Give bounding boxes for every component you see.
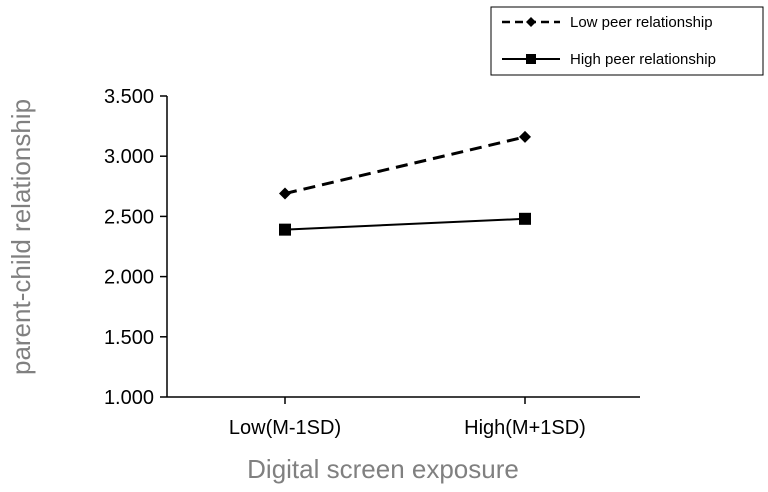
x-axis-title: Digital screen exposure [247, 454, 519, 484]
y-tick-label: 2.000 [104, 267, 154, 289]
legend-entry-high-peer: High peer relationship [502, 51, 716, 68]
data-point-diamond [519, 130, 531, 143]
y-axis-title: parent-child relationship [6, 99, 36, 375]
y-tick-label: 3.500 [104, 86, 154, 108]
y-tick-label: 2.500 [104, 206, 154, 228]
x-ticks: Low(M-1SD) High(M+1SD) [229, 397, 586, 439]
y-tick-label: 3.000 [104, 146, 154, 168]
legend-diamond-marker [526, 17, 536, 27]
series-line-dashed [284, 135, 526, 195]
legend-box [490, 6, 764, 76]
x-tick-label: High(M+1SD) [464, 417, 586, 439]
data-point-square [519, 212, 531, 225]
x-tick-label: Low(M-1SD) [229, 417, 341, 439]
series-layer [279, 130, 531, 236]
legend-entry-low-peer: Low peer relationship [502, 14, 713, 31]
y-tick-label: 1.500 [104, 327, 154, 349]
legend: Low peer relationship High peer relation… [490, 6, 764, 76]
series-line-solid [284, 217, 526, 231]
data-point-square [279, 223, 291, 236]
y-ticks: 1.000 1.500 2.000 2.500 3.000 3.500 [104, 86, 167, 409]
legend-square-marker [526, 54, 536, 64]
y-tick-label: 1.000 [104, 387, 154, 409]
legend-label-high-peer: High peer relationship [570, 51, 716, 68]
axes [166, 96, 640, 398]
data-point-diamond [279, 187, 291, 200]
legend-label-low-peer: Low peer relationship [570, 14, 713, 31]
